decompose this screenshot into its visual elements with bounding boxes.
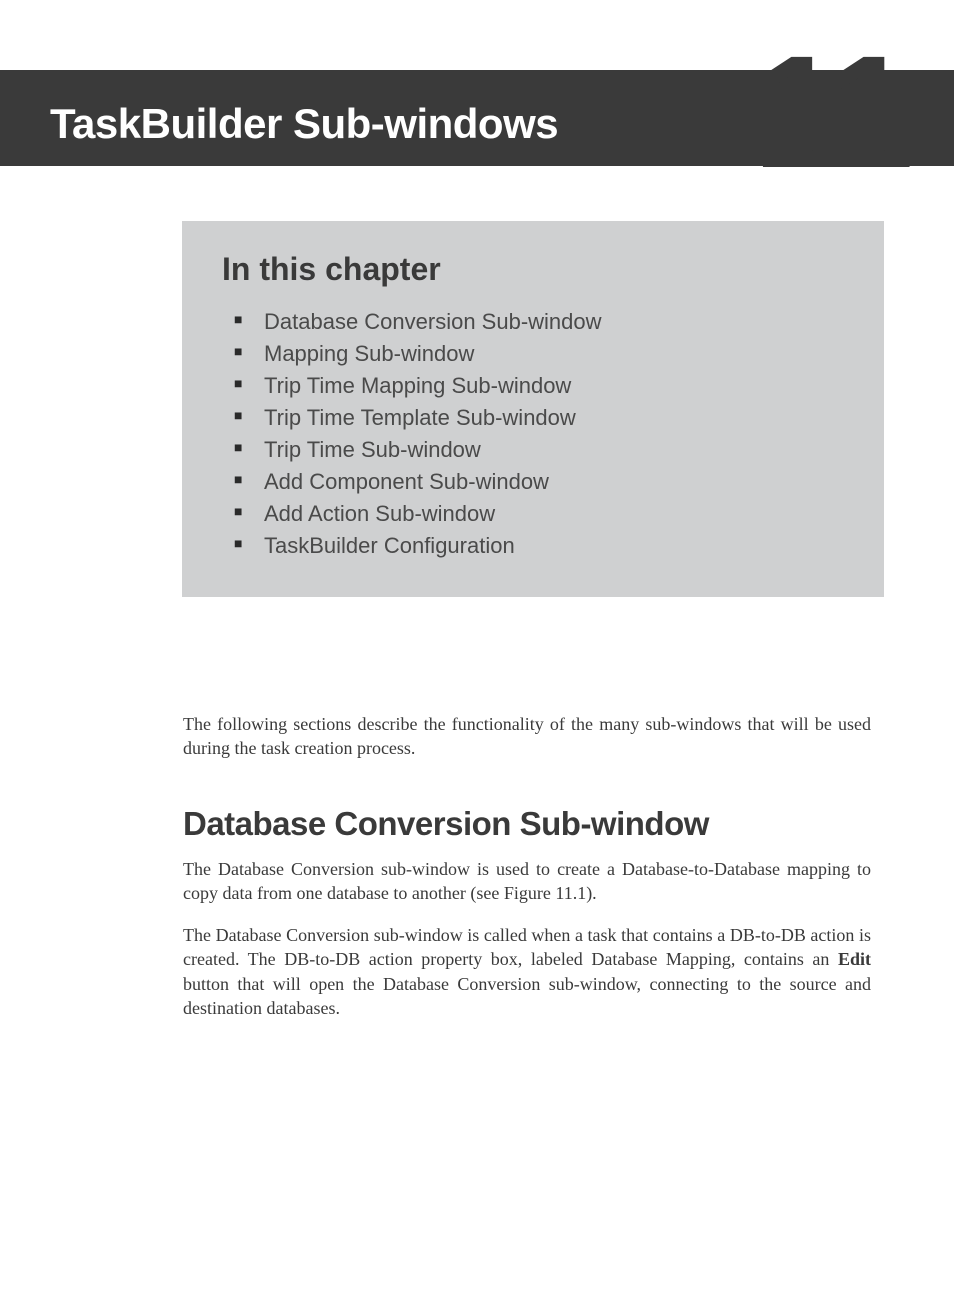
toc-item: Database Conversion Sub-window: [264, 306, 844, 338]
chapter-number: 11: [753, 32, 906, 192]
toc-item: Trip Time Sub-window: [264, 434, 844, 466]
chapter-header: TaskBuilder Sub-windows 11: [0, 70, 954, 166]
section-paragraph-2: The Database Conversion sub-window is ca…: [183, 923, 871, 1020]
in-this-chapter-box: In this chapter Database Conversion Sub-…: [182, 221, 884, 597]
section-paragraph-1: The Database Conversion sub-window is us…: [183, 857, 871, 906]
chapter-title: TaskBuilder Sub-windows: [50, 100, 558, 148]
toc-item: Trip Time Mapping Sub-window: [264, 370, 844, 402]
toc-item: TaskBuilder Configuration: [264, 530, 844, 562]
para2-post: button that will open the Database Conve…: [183, 974, 871, 1018]
para2-pre: The Database Conversion sub-window is ca…: [183, 925, 871, 969]
toc-list: Database Conversion Sub-window Mapping S…: [222, 306, 844, 562]
body-content: The following sections describe the func…: [183, 712, 871, 1020]
section-heading: Database Conversion Sub-window: [183, 805, 871, 843]
toc-heading: In this chapter: [222, 251, 844, 288]
toc-item: Add Action Sub-window: [264, 498, 844, 530]
intro-paragraph: The following sections describe the func…: [183, 712, 871, 761]
toc-item: Mapping Sub-window: [264, 338, 844, 370]
toc-item: Trip Time Template Sub-window: [264, 402, 844, 434]
edit-bold-word: Edit: [838, 949, 871, 969]
toc-item: Add Component Sub-window: [264, 466, 844, 498]
